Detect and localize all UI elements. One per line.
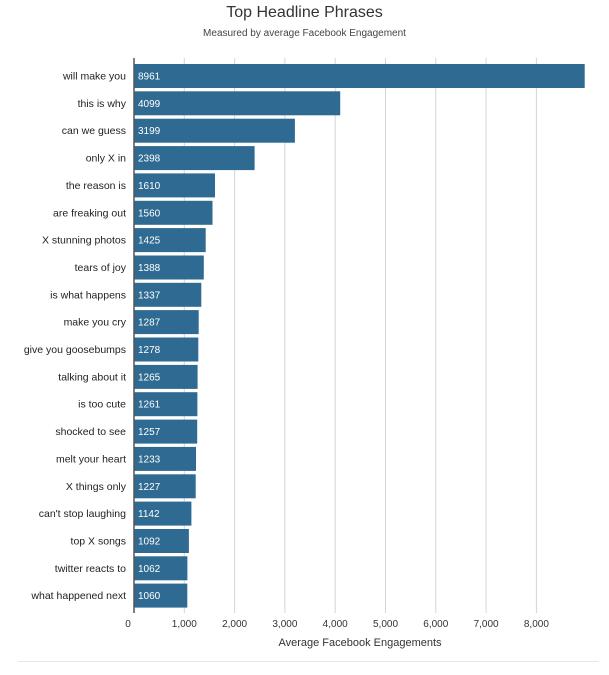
bar [134, 556, 188, 581]
bar-value-label: 1610 [138, 181, 161, 192]
category-label: is too cute [78, 399, 126, 411]
x-tick-label: 5,000 [373, 619, 398, 630]
category-label: X stunning photos [42, 235, 126, 247]
category-label: can't stop laughing [39, 508, 126, 520]
bar [134, 529, 189, 553]
category-label: talking about it [58, 371, 126, 383]
bar [134, 364, 198, 389]
bar [134, 583, 188, 608]
category-label: the reason is [66, 180, 126, 192]
bar [134, 91, 341, 116]
category-label: is what happens [50, 289, 126, 301]
category-label: top X songs [71, 536, 126, 548]
bar-value-label: 8961 [138, 72, 161, 83]
bar-value-label: 1278 [138, 345, 161, 356]
chart-subtitle: Measured by average Facebook Engagement [203, 28, 406, 39]
bar [134, 474, 196, 499]
bar-value-label: 1060 [138, 591, 161, 602]
category-label: will make you [62, 71, 126, 83]
category-label: shocked to see [55, 426, 126, 438]
bar-value-label: 1227 [138, 482, 161, 493]
bar [134, 228, 206, 253]
x-tick-label: 4,000 [323, 619, 348, 630]
bottom-divider [18, 661, 599, 662]
bar [134, 282, 202, 307]
x-tick-label: 3,000 [272, 619, 297, 630]
category-label: twitter reacts to [55, 563, 126, 575]
bar [134, 146, 255, 171]
bar-value-label: 1233 [138, 454, 161, 465]
category-label: can we guess [62, 125, 126, 137]
x-axis-title: Average Facebook Engagements [278, 637, 442, 649]
x-tick-label: 8,000 [524, 619, 549, 630]
bar-value-label: 1092 [138, 537, 161, 548]
x-tick-label: 2,000 [222, 619, 247, 630]
bar-value-label: 1062 [138, 564, 161, 575]
bar [134, 501, 192, 526]
bar [134, 446, 196, 471]
bar [134, 200, 213, 225]
category-label: are freaking out [53, 207, 126, 219]
bar-value-label: 1142 [138, 509, 160, 520]
category-label: what happened next [30, 590, 126, 602]
category-label: X things only [66, 481, 127, 493]
bar-value-label: 3199 [138, 126, 161, 137]
bar [134, 310, 199, 335]
bar-value-label: 1257 [138, 427, 161, 438]
bar-value-label: 1261 [138, 400, 161, 411]
x-tick-label: 7,000 [474, 619, 499, 630]
bar-value-label: 1388 [138, 263, 161, 274]
bar-value-label: 1265 [138, 372, 161, 383]
bar-value-label: 1560 [138, 208, 161, 219]
bar-value-label: 1287 [138, 318, 161, 329]
bar [134, 64, 585, 88]
category-labels: will make you this is why can we guess only… [24, 71, 127, 603]
bar-value-label: 1425 [138, 236, 161, 247]
category-label: tears of joy [75, 262, 127, 274]
bar [134, 173, 215, 198]
bar [134, 337, 199, 362]
chart-title: Top Headline Phrases [226, 4, 383, 21]
x-tick-label: 1,000 [172, 619, 197, 630]
x-tick-labels: 0 1,000 2,000 3,000 4,000 5,000 6,000 7,000 8,00… [125, 619, 549, 630]
category-label: only X in [86, 153, 126, 165]
category-label: make you cry [64, 317, 127, 329]
category-label: this is why [78, 98, 127, 110]
bar [134, 419, 198, 444]
bar [134, 255, 204, 280]
bar [134, 392, 198, 417]
x-tick-label: 6,000 [423, 619, 448, 630]
bar-value-label: 1337 [138, 290, 161, 301]
bars: 8961 4099 3199 2398 1610 1560 1425 1388 1337 1287… [134, 64, 585, 608]
category-label: melt your heart [56, 453, 126, 465]
x-tick-label: 0 [125, 619, 131, 630]
bar-value-label: 4099 [138, 99, 161, 110]
category-label: give you goosebumps [24, 344, 126, 356]
bar [134, 118, 295, 143]
bar-value-label: 2398 [138, 154, 161, 165]
